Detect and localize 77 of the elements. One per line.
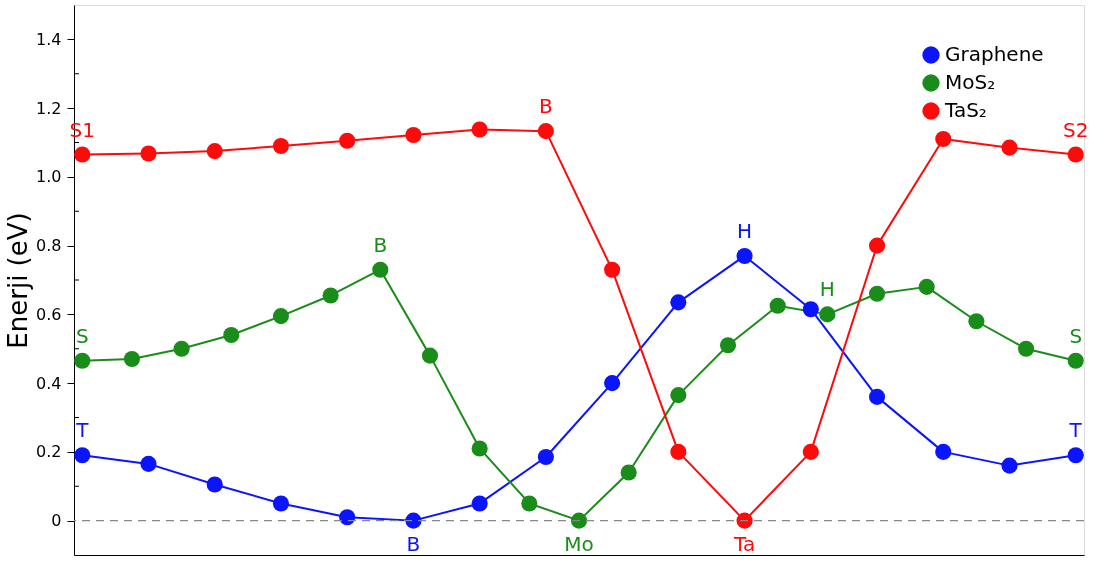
data-label: B	[406, 531, 421, 556]
point	[272, 495, 290, 512]
point	[537, 448, 554, 466]
point	[802, 301, 819, 318]
point	[1067, 447, 1084, 464]
point	[736, 247, 753, 264]
data-label: H	[819, 277, 835, 302]
y-axis-title: Enerji (eV)	[3, 212, 34, 349]
data-label: B	[373, 232, 388, 257]
point	[1001, 139, 1018, 156]
data-label: Ta	[732, 531, 756, 556]
point	[769, 297, 786, 314]
legend-label: MoS₂	[945, 70, 996, 94]
y-tick-label: 0.4	[36, 373, 62, 393]
point	[123, 351, 141, 368]
point	[339, 132, 356, 149]
point	[74, 447, 91, 464]
legend-label: TaS₂	[944, 98, 987, 122]
point	[918, 278, 935, 295]
point	[1067, 146, 1084, 163]
point	[272, 308, 290, 325]
point	[1001, 457, 1018, 474]
point	[173, 340, 190, 357]
point	[968, 313, 985, 330]
y-tick-label: 1.2	[36, 98, 62, 118]
point	[868, 237, 886, 254]
point	[537, 123, 554, 140]
point	[802, 443, 819, 460]
point	[868, 285, 886, 302]
point	[74, 352, 91, 369]
point	[372, 261, 389, 278]
point	[570, 512, 588, 529]
point	[74, 146, 91, 163]
data-label: H	[737, 218, 753, 243]
point	[604, 261, 621, 278]
point	[868, 388, 886, 405]
point	[736, 512, 753, 529]
data-label: B	[539, 94, 553, 119]
data-label: S	[1069, 323, 1083, 348]
point	[471, 121, 488, 138]
point	[819, 306, 836, 323]
point	[140, 455, 157, 472]
point	[339, 509, 356, 526]
point	[935, 443, 952, 460]
point	[140, 145, 157, 162]
point	[223, 326, 240, 344]
point	[1067, 352, 1084, 369]
y-tick-label: 1.4	[36, 29, 62, 49]
y-tick-label: 0	[51, 511, 62, 531]
point	[405, 512, 422, 529]
point	[206, 476, 223, 493]
point	[206, 143, 223, 160]
point	[670, 294, 687, 311]
data-label: S	[75, 323, 89, 348]
y-tick-label: 0.8	[36, 236, 62, 256]
point	[322, 287, 339, 304]
point	[620, 464, 637, 481]
point	[935, 131, 952, 148]
point	[670, 387, 687, 404]
point	[719, 337, 737, 354]
point	[272, 137, 290, 154]
point	[1017, 340, 1035, 357]
point	[604, 375, 621, 392]
point	[471, 495, 488, 512]
point	[421, 347, 439, 364]
point	[471, 440, 488, 457]
point	[670, 443, 687, 460]
point	[405, 126, 422, 143]
data-label: T	[75, 418, 90, 443]
legend-label: Graphene	[945, 42, 1044, 66]
point	[521, 495, 538, 512]
y-tick-label: 1.0	[36, 167, 62, 187]
data-label: Mo	[564, 531, 594, 556]
y-tick-label: 0.6	[36, 304, 62, 324]
data-label: T	[1068, 418, 1083, 443]
y-tick-label: 0.2	[36, 442, 62, 462]
data-label: S2	[1063, 117, 1089, 142]
